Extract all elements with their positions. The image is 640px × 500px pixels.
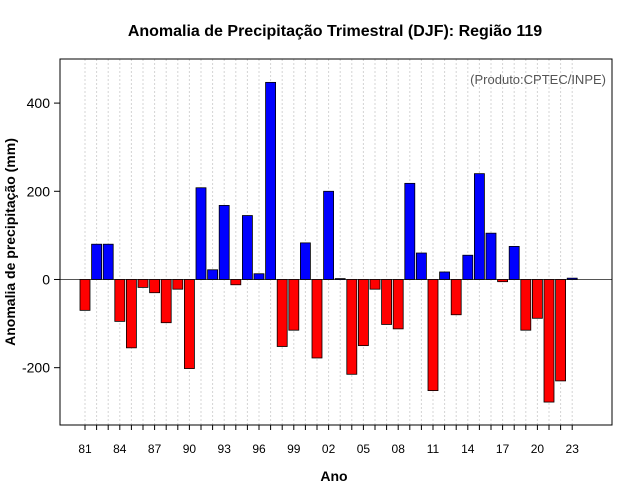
bar-2000 [299, 242, 311, 280]
bar-1989 [172, 279, 184, 290]
bar-2021 [543, 279, 555, 403]
bar-2019 [520, 279, 532, 331]
x-tick-label: 23 [566, 442, 580, 456]
bar-1995 [241, 215, 253, 280]
chart-title: Anomalia de Precipitação Trimestral (DJF… [128, 23, 542, 40]
bar-2022 [555, 279, 566, 382]
bar-2001 [311, 279, 323, 359]
bar-2011 [427, 279, 439, 392]
x-tick-label: 87 [148, 442, 162, 456]
x-tick-label: 20 [531, 442, 545, 456]
bar-2009 [404, 182, 416, 280]
credit-note: (Produto:CPTEC/INPE) [470, 72, 606, 87]
bar-1997 [265, 81, 277, 280]
plot-frame [59, 58, 613, 426]
bar-2004 [346, 279, 358, 375]
x-tick-label: 08 [392, 442, 406, 456]
x-tick-label: 93 [218, 442, 232, 456]
x-tick-label: 84 [113, 442, 127, 456]
x-axis: 81 84 87 90 93 96 99 02 05 08 11 14 17 20 23 [78, 425, 579, 456]
bar-1992 [207, 269, 219, 280]
bar-1996 [253, 273, 265, 280]
y-tick-label: 200 [27, 183, 51, 199]
bar-1991 [195, 187, 207, 280]
x-axis-label: Ano [320, 468, 347, 484]
y-tick-label: 0 [42, 271, 50, 287]
bar-1993 [218, 204, 230, 280]
bar-2018 [508, 246, 520, 280]
bar-1987 [149, 279, 161, 294]
vertical-gridlines [84, 59, 573, 425]
bar-1988 [160, 279, 172, 324]
bar-2016 [485, 232, 497, 280]
bar-2006 [369, 279, 381, 290]
x-tick-label: 99 [287, 442, 301, 456]
bar-2010 [415, 252, 427, 280]
bar-2020 [532, 279, 543, 319]
x-tick-label: 14 [461, 442, 475, 456]
bar-1994 [230, 279, 242, 286]
x-tick-label: 17 [496, 442, 510, 456]
bar-1998 [276, 279, 288, 347]
bar-1983 [102, 243, 114, 280]
bar-1981 [79, 279, 91, 311]
y-axis-label: Anomalia de precipitação (mm) [2, 138, 18, 346]
y-axis: -200 0 200 400 [22, 95, 60, 376]
y-tick-label: 400 [27, 95, 51, 111]
bar-2002 [323, 190, 335, 280]
bar-1986 [137, 279, 149, 288]
x-tick-label: 05 [357, 442, 371, 456]
bars [79, 81, 578, 403]
x-tick-label: 90 [183, 442, 197, 456]
bar-1982 [91, 243, 102, 280]
bar-2023 [566, 277, 578, 280]
x-tick-label: 11 [427, 442, 440, 456]
x-tick-label: 96 [252, 442, 266, 456]
bar-1985 [126, 279, 137, 349]
bar-2008 [392, 279, 404, 330]
bar-2005 [357, 279, 369, 347]
bar-2017 [497, 279, 509, 283]
bar-2007 [381, 279, 393, 325]
bar-2003 [334, 278, 346, 280]
bar-1990 [183, 279, 195, 369]
bar-2012 [439, 271, 451, 280]
bar-2015 [473, 173, 485, 280]
bar-1984 [114, 279, 126, 322]
y-tick-label: -200 [22, 360, 50, 376]
x-tick-label: 02 [322, 442, 336, 456]
bar-1999 [288, 279, 300, 331]
bar-2014 [462, 254, 474, 280]
bar-2013 [450, 279, 462, 316]
x-tick-label: 81 [78, 442, 92, 456]
